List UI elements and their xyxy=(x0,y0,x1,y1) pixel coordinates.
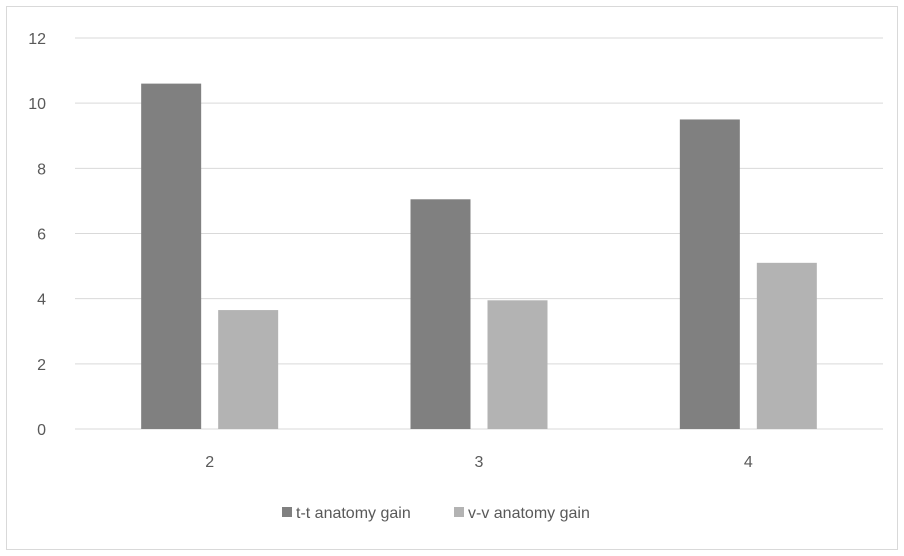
x-tick-label: 2 xyxy=(205,454,214,471)
bar-t-t-anatomy-gain-3 xyxy=(410,199,471,429)
bar-v-v-anatomy-gain-3 xyxy=(487,300,548,429)
legend-swatch-t-t-anatomy-gain xyxy=(282,507,292,517)
y-tick-label: 6 xyxy=(37,227,46,244)
bar-t-t-anatomy-gain-4 xyxy=(679,119,740,429)
y-tick-label: 10 xyxy=(28,96,46,113)
bar-t-t-anatomy-gain-2 xyxy=(141,83,202,429)
bar-v-v-anatomy-gain-4 xyxy=(756,262,817,429)
y-tick-label: 12 xyxy=(28,31,46,48)
y-tick-label: 8 xyxy=(37,161,46,178)
bar-v-v-anatomy-gain-2 xyxy=(218,310,279,429)
y-tick-label: 0 xyxy=(37,422,46,439)
x-tick-label: 4 xyxy=(744,454,753,471)
y-tick-label: 2 xyxy=(37,357,46,374)
legend-swatch-v-v-anatomy-gain xyxy=(454,507,464,517)
legend-label: v-v anatomy gain xyxy=(468,505,590,522)
legend-label: t-t anatomy gain xyxy=(296,505,411,522)
x-tick-label: 3 xyxy=(475,454,484,471)
y-tick-label: 4 xyxy=(37,292,46,309)
